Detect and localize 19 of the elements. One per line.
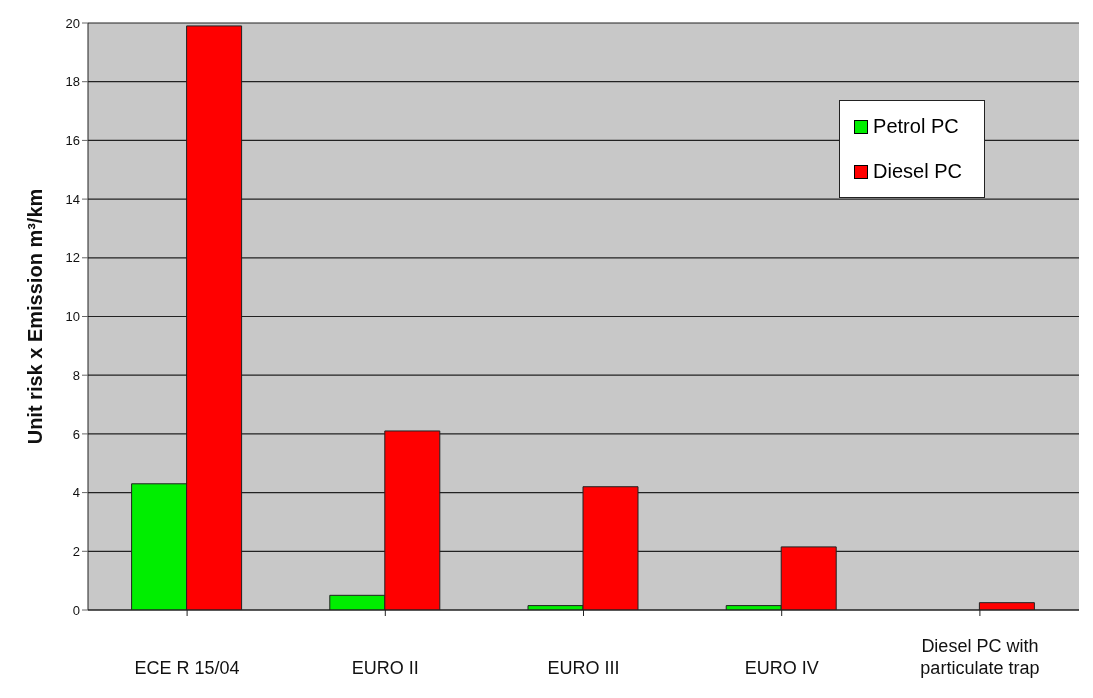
y-tick-label: 6: [72, 426, 80, 442]
x-tick-label: EURO IV: [744, 658, 819, 678]
y-tick-label: 10: [65, 309, 80, 325]
y-tick-label: 2: [72, 543, 80, 559]
legend-label: Petrol PC: [873, 115, 959, 138]
x-tick-label: EURO II: [351, 658, 419, 678]
y-tick-label: 0: [72, 602, 80, 618]
y-tick-label: 8: [72, 367, 80, 383]
y-axis-title: Unit risk x Emission m³/km: [24, 188, 47, 445]
y-tick-label: 14: [65, 191, 80, 207]
x-tick-label: Diesel PC with particulate trap: [920, 636, 1040, 678]
y-tick-label: 12: [65, 250, 80, 266]
legend-label: Diesel PC: [873, 160, 962, 183]
x-tick-label: ECE R 15/04: [134, 658, 240, 678]
y-tick-label: 18: [65, 74, 80, 90]
y-tick-label: 20: [65, 15, 80, 31]
y-tick-label: 4: [72, 485, 80, 501]
x-tick-label: EURO III: [547, 658, 620, 678]
y-tick-label: 16: [65, 133, 80, 149]
